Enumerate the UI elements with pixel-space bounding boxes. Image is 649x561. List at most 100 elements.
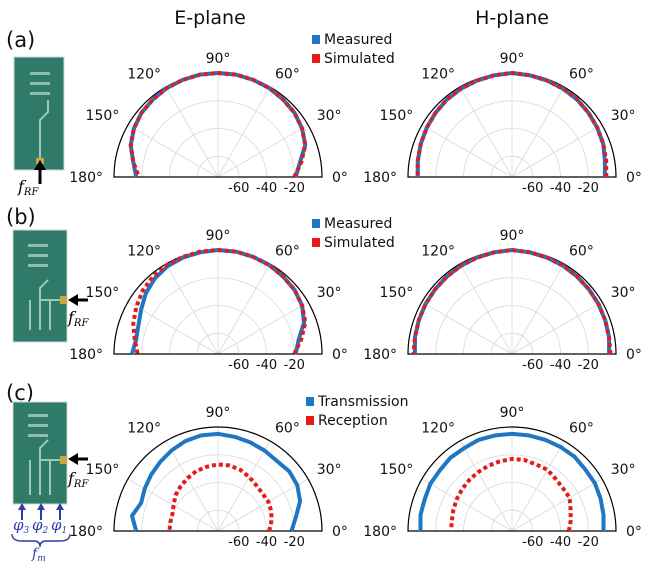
angle-tick-label: 60° xyxy=(569,66,594,82)
grid-spoke xyxy=(459,440,513,532)
legend-label: Simulated xyxy=(324,235,395,251)
antenna-strip-c2 xyxy=(28,424,48,427)
antenna-connector-c xyxy=(60,456,67,464)
series-simulated-line xyxy=(128,71,308,178)
grid-spoke xyxy=(165,86,219,178)
antenna-strip-b1 xyxy=(28,244,48,247)
legend-swatch xyxy=(306,416,314,425)
polar-chart-b-h-plane: 180° 150° 120° 90° 60° 30° 0° -60 -40 -20 xyxy=(363,228,642,373)
legend-label: Reception xyxy=(318,413,388,429)
angle-tick-label: 120° xyxy=(127,243,161,259)
angle-tick-label: 30° xyxy=(317,285,342,301)
series-measured-line xyxy=(415,71,607,178)
legend-swatch xyxy=(312,54,320,63)
radial-tick-label: -20 xyxy=(284,535,305,550)
angle-tick-label: 30° xyxy=(317,462,342,478)
angle-tick-label: 180° xyxy=(69,170,103,186)
grid-spoke xyxy=(511,478,603,532)
angle-tick-label: 0° xyxy=(626,524,642,540)
angle-tick-label: 60° xyxy=(275,243,300,259)
phase-brace xyxy=(11,533,71,548)
grid-spoke xyxy=(127,478,219,532)
angle-tick-label: 90° xyxy=(500,228,525,244)
series-reception-line xyxy=(167,462,274,532)
angle-tick-label: 180° xyxy=(69,524,103,540)
grid-spoke xyxy=(165,440,219,532)
frf-label-c-sub: RF xyxy=(73,479,90,490)
grid-spoke xyxy=(127,124,219,178)
frf-label-c-base: f xyxy=(67,469,77,488)
angle-tick-label: 30° xyxy=(611,462,636,478)
angle-tick-label: 150° xyxy=(380,462,414,478)
fm-label-base: f xyxy=(31,546,40,561)
angle-tick-label: 150° xyxy=(86,108,120,124)
angle-tick-label: 60° xyxy=(275,66,300,82)
antenna-strip-a1 xyxy=(30,72,50,75)
antenna-strip-b2 xyxy=(28,254,48,257)
radial-tick-label: -60 xyxy=(228,358,249,373)
fm-label-sub: m xyxy=(37,554,46,561)
panel-label-b: (b) xyxy=(6,205,36,229)
antenna-photo-b xyxy=(12,229,68,343)
frf-label-c: fRF xyxy=(67,469,89,490)
fm-label: fm xyxy=(31,546,46,561)
antenna-photo-a xyxy=(13,56,65,171)
grid-spoke xyxy=(217,440,271,532)
phase-label-3: φ3 xyxy=(13,516,30,536)
phase-label-1-base: φ xyxy=(51,516,62,534)
angle-tick-label: 150° xyxy=(380,285,414,301)
radial-tick-label: -40 xyxy=(550,181,571,196)
antenna-strip-a2 xyxy=(30,82,50,85)
antenna-feed-b xyxy=(29,279,62,330)
angle-tick-label: 0° xyxy=(332,524,348,540)
phase-label-1-sub: 1 xyxy=(62,526,68,536)
grid-spoke xyxy=(511,440,565,532)
series-simulated-line xyxy=(415,71,609,178)
polar-chart-a-h-plane: 180° 150° 120° 90° 60° 30° 0° -60 -40 -20 xyxy=(363,51,642,196)
panel-label-a: (a) xyxy=(6,28,35,52)
series-transmission-line xyxy=(130,431,303,532)
radial-tick-label: -40 xyxy=(550,358,571,373)
angle-tick-label: 0° xyxy=(626,170,642,186)
phase-label-3-base: φ xyxy=(13,516,24,534)
angle-tick-label: 60° xyxy=(569,420,594,436)
radial-tick-label: -20 xyxy=(578,535,599,550)
angle-tick-label: 180° xyxy=(363,170,397,186)
grid-spoke xyxy=(511,124,603,178)
antenna-connector-b xyxy=(60,296,67,304)
grid-spoke xyxy=(217,86,271,178)
angle-tick-label: 0° xyxy=(332,170,348,186)
series-reception-line xyxy=(449,456,573,532)
polar-chart-b-e-plane: 180° 150° 120° 90° 60° 30° 0° -60 -40 -20 Measured… xyxy=(69,216,394,373)
angle-tick-label: 180° xyxy=(363,347,397,363)
angle-tick-label: 0° xyxy=(626,347,642,363)
antenna-strip-a3 xyxy=(30,92,50,95)
grid-spoke xyxy=(217,301,309,355)
radial-tick-label: -60 xyxy=(228,535,249,550)
radial-tick-label: -20 xyxy=(578,358,599,373)
angle-tick-label: 60° xyxy=(275,420,300,436)
angle-tick-label: 120° xyxy=(421,66,455,82)
polar-chart-a-e-plane: 180° 150° 120° 90° 60° 30° 0° -60 -40 -20 Measured… xyxy=(69,32,394,196)
legend-swatch xyxy=(312,35,320,44)
phase-label-2-base: φ xyxy=(32,516,43,534)
grid-spoke xyxy=(511,86,565,178)
legend-label: Measured xyxy=(324,32,392,48)
radial-tick-label: -40 xyxy=(256,535,277,550)
phase-label-2: φ2 xyxy=(32,516,49,536)
radial-tick-label: -60 xyxy=(522,535,543,550)
angle-tick-label: 60° xyxy=(569,243,594,259)
angle-tick-label: 180° xyxy=(69,347,103,363)
radial-tick-label: -60 xyxy=(522,358,543,373)
grid-spoke xyxy=(421,301,513,355)
antenna-strip-b3 xyxy=(28,264,48,267)
frf-label-a-sub: RF xyxy=(23,187,40,198)
frf-label-b: fRF xyxy=(67,308,89,329)
grid-spoke xyxy=(165,263,219,355)
angle-tick-label: 90° xyxy=(500,51,525,67)
angle-tick-label: 0° xyxy=(332,347,348,363)
panel-label-c: (c) xyxy=(6,381,34,405)
phase-label-2-sub: 2 xyxy=(42,526,49,536)
grid-spoke xyxy=(459,263,513,355)
